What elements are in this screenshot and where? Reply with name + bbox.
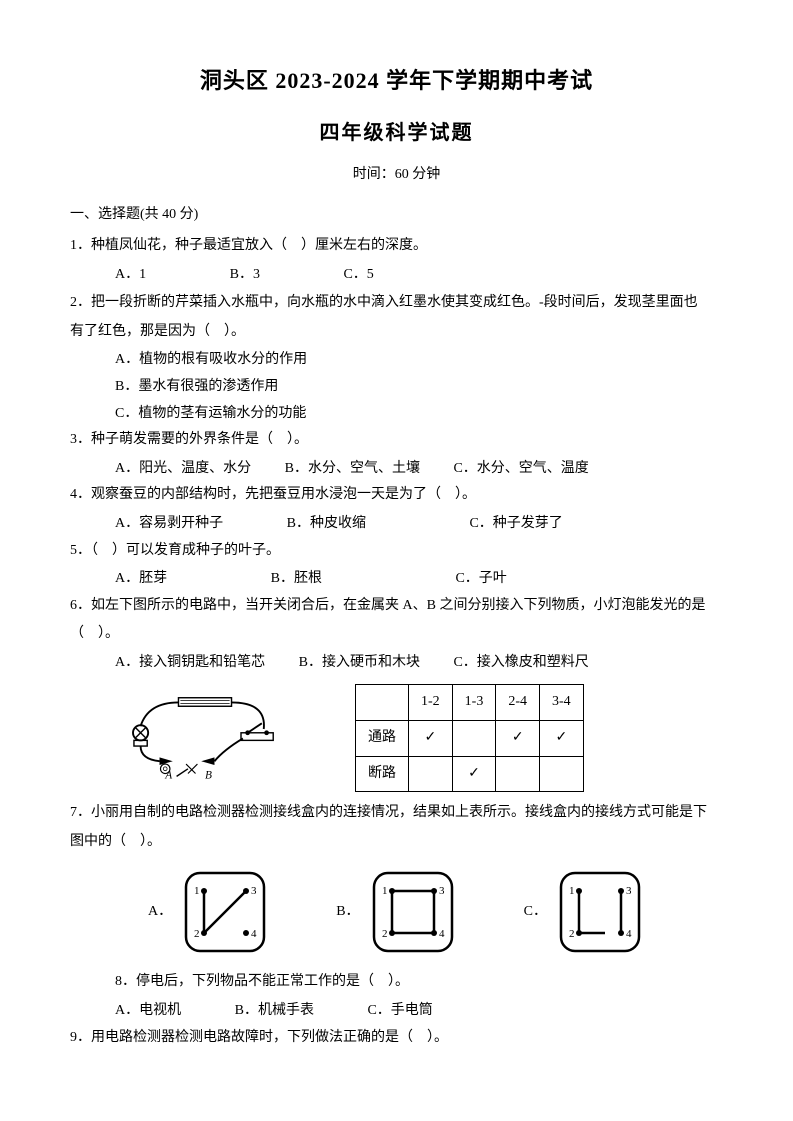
- svg-text:4: 4: [439, 928, 445, 940]
- svg-text:3: 3: [439, 885, 445, 897]
- svg-text:3: 3: [251, 885, 257, 897]
- wiring-box-c: 1 3 2 4: [555, 867, 645, 957]
- question-3-options: A．阳光、温度、水分 B．水分、空气、土壤 C．水分、空气、温度: [70, 456, 723, 483]
- table-header-col1: 1-2: [409, 685, 453, 721]
- q6-figure-row: A B 1-2 1-3 2-4 3-4 通路 ✓ ✓ ✓ 断路 ✓: [115, 684, 723, 792]
- question-3: 3．种子萌发需要的外界条件是（ ）。: [70, 427, 723, 454]
- question-4: 4．观察蚕豆的内部结构时，先把蚕豆用水浸泡一天是为了（ ）。: [70, 482, 723, 509]
- q8-option-a: A．电视机: [115, 998, 181, 1025]
- table-header-col2: 1-3: [452, 685, 496, 721]
- q4-option-c: C．种子发芽了: [469, 511, 562, 538]
- circuit-diagram: A B: [115, 693, 295, 783]
- svg-text:B: B: [205, 770, 212, 782]
- row1-label: 通路: [356, 721, 409, 757]
- q3-option-a: A．阳光、温度、水分: [115, 456, 251, 483]
- row2-c3: [496, 756, 540, 792]
- table-header-col3: 2-4: [496, 685, 540, 721]
- row2-label: 断路: [356, 756, 409, 792]
- row1-c4: ✓: [540, 721, 584, 757]
- question-5-options: A．胚芽 B．胚根 C．子叶: [70, 566, 723, 593]
- row2-c2: ✓: [452, 756, 496, 792]
- question-8: 8．停电后，下列物品不能正常工作的是（ ）。: [70, 969, 723, 996]
- q7-label-a: A．: [148, 899, 172, 926]
- question-2-line2: 有了红色，那是因为（ ）。: [70, 319, 723, 346]
- q1-option-c: C．5: [343, 262, 373, 289]
- q6-option-b: B．接入硬币和木块: [299, 650, 420, 677]
- circuit-result-table: 1-2 1-3 2-4 3-4 通路 ✓ ✓ ✓ 断路 ✓: [355, 684, 584, 792]
- table-row-pass: 通路 ✓ ✓ ✓: [356, 721, 584, 757]
- q7-option-b: B． 1 3 2 4: [336, 867, 457, 957]
- question-6-line1: 6．如左下图所示的电路中，当开关闭合后，在金属夹 A、B 之间分别接入下列物质，…: [70, 593, 723, 620]
- q2-option-a: A．植物的根有吸收水分的作用: [70, 347, 723, 374]
- question-7-line2: 图中的（ ）。: [70, 829, 723, 856]
- q3-option-b: B．水分、空气、土壤: [285, 456, 420, 483]
- q2-option-c: C．植物的茎有运输水分的功能: [70, 401, 723, 428]
- svg-text:1: 1: [382, 885, 388, 897]
- question-4-options: A．容易剥开种子 B．种皮收缩 C．种子发芽了: [70, 511, 723, 538]
- question-9: 9．用电路检测器检测电路故障时，下列做法正确的是（ ）。: [70, 1025, 723, 1052]
- q7-label-c: C．: [524, 899, 547, 926]
- page-title: 洞头区 2023-2024 学年下学期期中考试: [70, 60, 723, 102]
- svg-text:3: 3: [626, 885, 632, 897]
- row2-c1: [409, 756, 453, 792]
- q4-option-b: B．种皮收缩: [287, 511, 366, 538]
- wiring-box-b: 1 3 2 4: [368, 867, 458, 957]
- q7-options-row: A． 1 3 2 4 B． 1 3 2 4 C． 1 3: [115, 867, 678, 957]
- q4-option-a: A．容易剥开种子: [115, 511, 223, 538]
- svg-text:1: 1: [569, 885, 575, 897]
- question-6-line2: （ ）。: [70, 621, 723, 648]
- svg-text:4: 4: [626, 928, 632, 940]
- q7-label-b: B．: [336, 899, 359, 926]
- question-1-options: A．1 B．3 C．5: [70, 262, 723, 289]
- question-2-line1: 2．把一段折断的芹菜插入水瓶中，向水瓶的水中滴入红墨水使其变成红色。-段时间后，…: [70, 290, 723, 317]
- svg-text:1: 1: [194, 885, 200, 897]
- q5-option-b: B．胚根: [271, 566, 322, 593]
- svg-text:4: 4: [251, 928, 257, 940]
- question-7-line1: 7．小丽用自制的电路检测器检测接线盒内的连接情况，结果如上表所示。接线盒内的接线…: [70, 800, 723, 827]
- question-5: 5．（ ）可以发育成种子的叶子。: [70, 538, 723, 565]
- q2-option-b: B．墨水有很强的渗透作用: [70, 374, 723, 401]
- svg-text:A: A: [164, 770, 172, 782]
- q5-option-a: A．胚芽: [115, 566, 167, 593]
- q8-option-b: B．机械手表: [235, 998, 314, 1025]
- row1-c3: ✓: [496, 721, 540, 757]
- table-header-row: 1-2 1-3 2-4 3-4: [356, 685, 584, 721]
- row2-c4: [540, 756, 584, 792]
- table-header-blank: [356, 685, 409, 721]
- q8-option-c: C．手电筒: [367, 998, 432, 1025]
- row1-c2: [452, 721, 496, 757]
- table-header-col4: 3-4: [540, 685, 584, 721]
- q6-option-c: C．接入橡皮和塑料尺: [453, 650, 588, 677]
- table-row-break: 断路 ✓: [356, 756, 584, 792]
- svg-text:2: 2: [569, 928, 575, 940]
- wiring-box-a: 1 3 2 4: [180, 867, 270, 957]
- svg-text:2: 2: [382, 928, 388, 940]
- q7-option-c: C． 1 3 2 4: [524, 867, 645, 957]
- question-1: 1．种植凤仙花，种子最适宜放入（ ）厘米左右的深度。: [70, 233, 723, 260]
- q1-option-b: B．3: [230, 262, 260, 289]
- exam-time: 时间：60 分钟: [70, 162, 723, 189]
- q6-option-a: A．接入铜钥匙和铅笔芯: [115, 650, 265, 677]
- section-header: 一、选择题(共 40 分): [70, 202, 723, 229]
- q5-option-c: C．子叶: [455, 566, 506, 593]
- question-6-options: A．接入铜钥匙和铅笔芯 B．接入硬币和木块 C．接入橡皮和塑料尺: [70, 650, 723, 677]
- svg-text:2: 2: [194, 928, 200, 940]
- question-8-options: A．电视机 B．机械手表 C．手电筒: [70, 998, 723, 1025]
- q1-option-a: A．1: [115, 262, 146, 289]
- q7-option-a: A． 1 3 2 4: [148, 867, 270, 957]
- page-subtitle: 四年级科学试题: [70, 114, 723, 152]
- row1-c1: ✓: [409, 721, 453, 757]
- q3-option-c: C．水分、空气、温度: [453, 456, 588, 483]
